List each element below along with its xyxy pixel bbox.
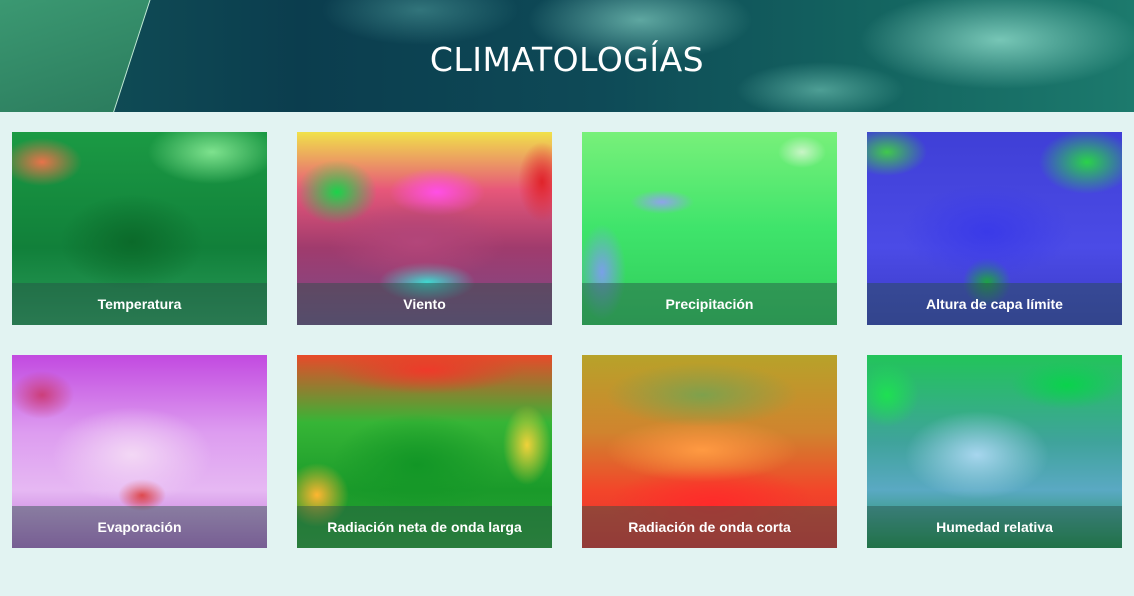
card-precipitacion[interactable]: Precipitación: [582, 132, 837, 325]
card-label: Precipitación: [582, 283, 837, 325]
card-label: Viento: [297, 283, 552, 325]
shortwave-radiation-map-thumbnail: [582, 355, 837, 548]
longwave-radiation-map-thumbnail: [297, 355, 552, 548]
precipitation-map-thumbnail: [582, 132, 837, 325]
card-radiacion-onda-larga[interactable]: Radiación neta de onda larga: [297, 355, 552, 548]
card-temperatura[interactable]: Temperatura: [12, 132, 267, 325]
card-label: Radiación de onda corta: [582, 506, 837, 548]
boundary-layer-map-thumbnail: [867, 132, 1122, 325]
card-evaporacion[interactable]: Evaporación: [12, 355, 267, 548]
page-title: CLIMATOLOGÍAS: [429, 40, 705, 79]
card-label: Temperatura: [12, 283, 267, 325]
card-altura-capa-limite[interactable]: Altura de capa límite: [867, 132, 1122, 325]
evaporation-map-thumbnail: [12, 355, 267, 548]
card-viento[interactable]: Viento: [297, 132, 552, 325]
temperature-map-thumbnail: [12, 132, 267, 325]
card-label: Humedad relativa: [867, 506, 1122, 548]
card-label: Evaporación: [12, 506, 267, 548]
card-label: Radiación neta de onda larga: [297, 506, 552, 548]
card-humedad-relativa[interactable]: Humedad relativa: [867, 355, 1122, 548]
humidity-map-thumbnail: [867, 355, 1122, 548]
card-radiacion-onda-corta[interactable]: Radiación de onda corta: [582, 355, 837, 548]
wind-map-thumbnail: [297, 132, 552, 325]
card-label: Altura de capa límite: [867, 283, 1122, 325]
header-banner: CLIMATOLOGÍAS: [0, 0, 1134, 112]
